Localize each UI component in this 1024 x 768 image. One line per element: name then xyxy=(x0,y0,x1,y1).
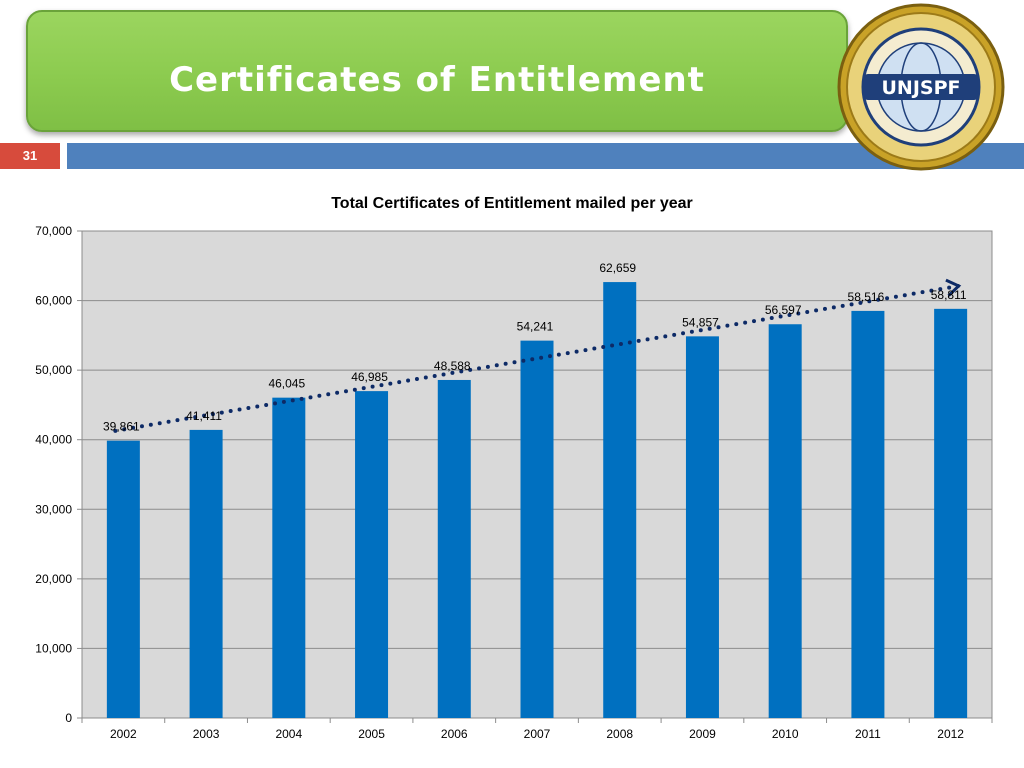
data-label: 46,985 xyxy=(351,370,388,384)
title-banner: Certificates of Entitlement xyxy=(26,10,848,132)
x-tick-label: 2005 xyxy=(358,727,385,741)
x-tick-label: 2008 xyxy=(606,727,633,741)
y-tick-label: 30,000 xyxy=(35,502,72,516)
y-tick-label: 70,000 xyxy=(35,224,72,238)
slide-title: Certificates of Entitlement xyxy=(169,60,705,100)
bar-2007 xyxy=(520,340,554,718)
trendline xyxy=(113,278,962,433)
x-tick-label: 2009 xyxy=(689,727,716,741)
bar-chart: Total Certificates of Entitlement mailed… xyxy=(35,195,993,741)
x-tick-label: 2012 xyxy=(937,727,964,741)
data-label: 46,045 xyxy=(268,377,305,391)
trendline-arrowhead xyxy=(945,278,962,297)
bar-2011 xyxy=(851,310,885,718)
y-tick-label: 60,000 xyxy=(35,294,72,308)
x-tick-label: 2004 xyxy=(275,727,302,741)
y-axis-ticks: 0 10,000 20,000 30,000 40,000 50,000 60,000 70,… xyxy=(35,224,82,725)
x-tick-label: 2011 xyxy=(855,727,881,741)
chart-title: Total Certificates of Entitlement mailed… xyxy=(331,195,693,212)
data-label: 48,588 xyxy=(434,359,471,373)
data-label: 39,861 xyxy=(103,420,140,434)
data-label: 56,597 xyxy=(765,303,802,317)
y-tick-label: 10,000 xyxy=(35,641,72,655)
x-tick-label: 2003 xyxy=(193,727,220,741)
bar-2003 xyxy=(189,429,223,718)
bar-2008 xyxy=(603,282,637,718)
logo-text: UNJSPF xyxy=(882,77,961,99)
y-tick-label: 50,000 xyxy=(35,363,72,377)
data-label: 58,516 xyxy=(848,290,885,304)
data-labels: 39,861 41,411 46,045 46,985 48,588 54,241 62,6… xyxy=(103,261,967,434)
y-tick-label: 40,000 xyxy=(35,433,72,447)
bars xyxy=(106,282,968,718)
data-label: 62,659 xyxy=(599,261,636,275)
data-label: 54,241 xyxy=(517,320,554,334)
bar-2009 xyxy=(685,336,719,718)
bar-2005 xyxy=(355,391,389,718)
bar-2002 xyxy=(106,440,140,718)
data-label: 41,411 xyxy=(186,409,222,423)
x-tick-label: 2002 xyxy=(110,727,137,741)
bar-2010 xyxy=(768,324,802,718)
bar-2012 xyxy=(934,308,968,718)
y-tick-label: 0 xyxy=(65,711,72,725)
y-tick-label: 20,000 xyxy=(35,572,72,586)
trendline-path xyxy=(113,283,961,433)
x-tick-label: 2010 xyxy=(772,727,799,741)
data-label: 54,857 xyxy=(682,315,719,329)
bar-2006 xyxy=(437,379,471,718)
bar-2004 xyxy=(272,397,306,718)
page-number-badge: 31 xyxy=(0,143,60,169)
x-axis-ticks: 2002 2003 2004 2005 2006 2007 2008 2009 2010 2011… xyxy=(81,718,993,741)
unjspf-logo: UNJSPF xyxy=(837,3,1005,171)
data-label: 58,811 xyxy=(931,288,967,302)
x-tick-label: 2006 xyxy=(441,727,468,741)
x-tick-label: 2007 xyxy=(524,727,551,741)
